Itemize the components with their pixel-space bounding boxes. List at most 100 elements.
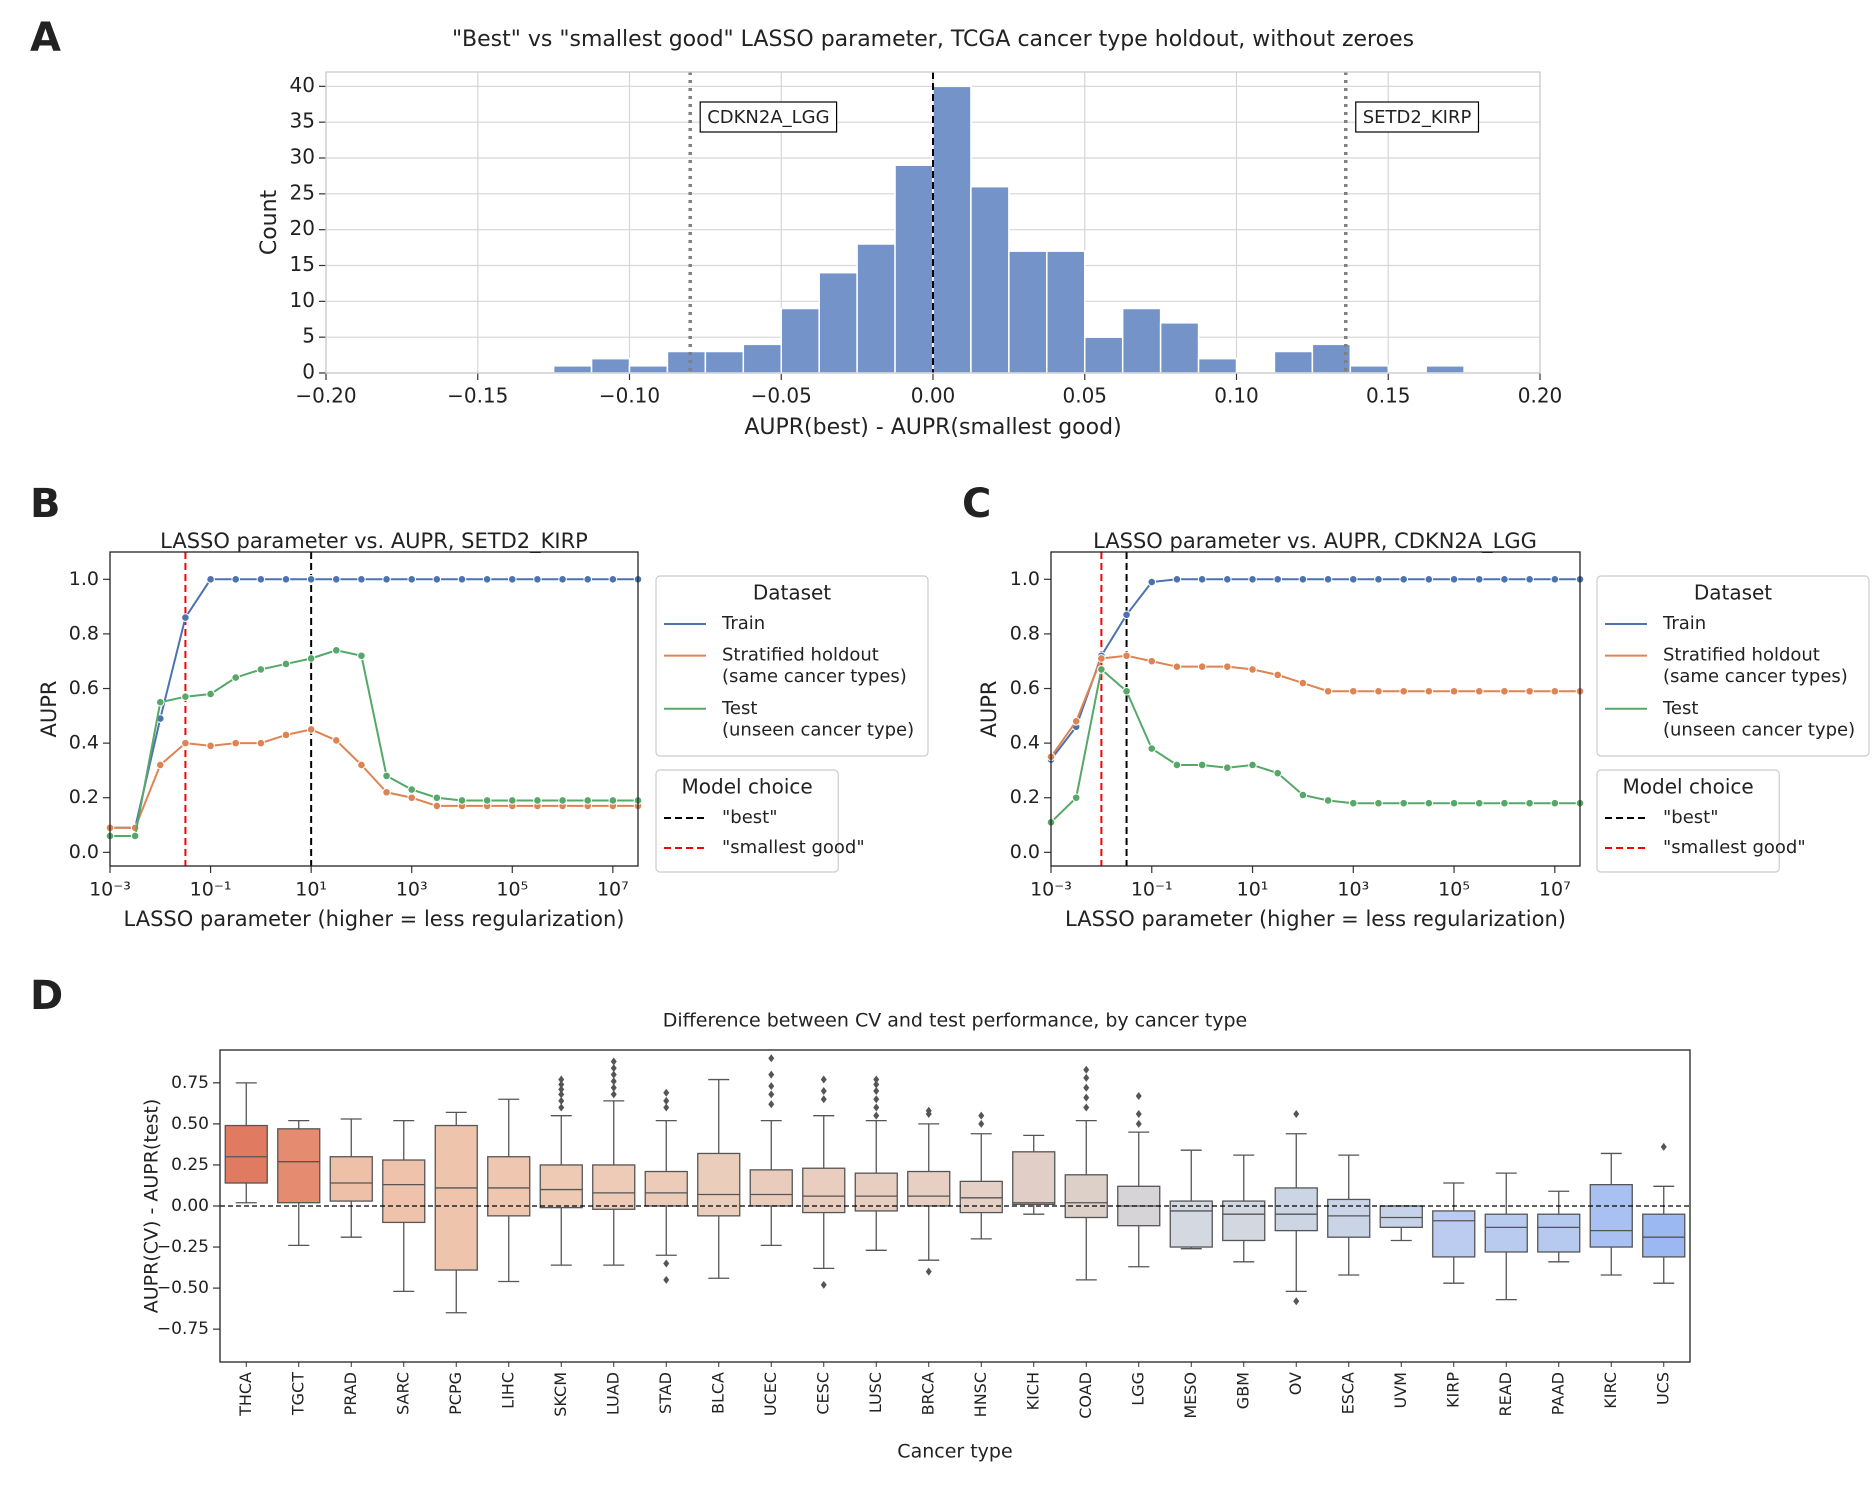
x-tick-label: OV	[1286, 1372, 1305, 1395]
outlier	[558, 1080, 565, 1089]
y-tick-label: 35	[290, 109, 315, 133]
x-tick-label: LUSC	[866, 1372, 885, 1413]
data-point	[206, 689, 215, 699]
data-point	[256, 738, 266, 748]
data-point	[206, 741, 215, 751]
outlier	[558, 1085, 565, 1094]
data-point	[331, 645, 341, 655]
data-point	[231, 738, 241, 748]
legend-box	[1596, 769, 1780, 873]
data-point	[558, 575, 567, 584]
box	[434, 1124, 478, 1271]
legend-title: Dataset	[753, 581, 831, 605]
outlier	[925, 1106, 932, 1115]
x-tick-label: PRAD	[341, 1372, 360, 1415]
chart-title: Difference between CV and test performan…	[663, 1010, 1247, 1032]
legend-label: Stratified holdout (same cancer types)	[722, 645, 907, 688]
outlier	[558, 1090, 565, 1099]
x-tick-label: STAD	[656, 1372, 675, 1414]
data-point	[1500, 686, 1509, 696]
x-tick-label: 0.15	[1366, 384, 1411, 408]
data-point	[583, 796, 593, 805]
box	[1537, 1213, 1581, 1253]
box	[1274, 1187, 1318, 1232]
outlier	[873, 1080, 880, 1089]
y-tick-label: 0.6	[69, 677, 99, 699]
data-point	[533, 575, 542, 584]
outlier	[610, 1064, 617, 1073]
outlier	[610, 1057, 617, 1066]
data-point	[432, 575, 442, 584]
y-tick-label: 20	[290, 216, 315, 240]
series-line	[110, 649, 638, 837]
box	[1484, 1213, 1528, 1253]
panel-label: D	[30, 973, 63, 1019]
box	[1379, 1205, 1423, 1228]
x-tick-label: 0.20	[1518, 384, 1563, 408]
bar	[628, 365, 669, 374]
box	[1169, 1200, 1213, 1248]
data-point	[1298, 678, 1308, 688]
x-tick-label: −0.05	[751, 384, 812, 408]
y-tick-label: 15	[290, 252, 315, 276]
data-point	[1550, 798, 1560, 808]
data-point	[1550, 686, 1560, 696]
legend-title: Model choice	[1623, 775, 1754, 799]
annotation: CDKN2A_LGG	[707, 107, 829, 128]
y-tick-label: 0.6	[1010, 677, 1040, 699]
y-tick-label: 1.0	[69, 568, 99, 590]
box	[1642, 1213, 1686, 1258]
data-point	[1223, 662, 1232, 671]
y-tick-label: 0.8	[69, 622, 99, 644]
series-line	[1050, 578, 1580, 761]
data-point	[206, 575, 215, 584]
data-point	[1348, 686, 1358, 696]
outlier	[873, 1095, 880, 1104]
outlier	[978, 1119, 985, 1128]
data-point	[1273, 670, 1283, 680]
outlier	[610, 1070, 617, 1079]
y-axis-label: AUPR	[37, 681, 61, 738]
data-point	[1298, 790, 1308, 800]
series-line	[110, 578, 638, 829]
outlier	[1083, 1073, 1090, 1082]
x-tick-label: 0.05	[1062, 384, 1107, 408]
x-tick-label: SKCM	[551, 1372, 570, 1417]
series-line	[110, 728, 638, 829]
data-point	[256, 665, 266, 674]
legend-label: "best"	[1663, 807, 1719, 828]
data-point	[1248, 575, 1257, 584]
data-point	[583, 575, 593, 584]
box	[802, 1167, 846, 1214]
bar	[1311, 343, 1352, 374]
box	[1064, 1174, 1108, 1219]
box	[277, 1128, 321, 1204]
data-point	[407, 793, 417, 803]
outlier	[820, 1075, 827, 1084]
data-point	[1197, 662, 1207, 671]
x-tick-label: 10⁵	[496, 879, 528, 901]
data-point	[1525, 798, 1534, 808]
x-tick-label: UCS	[1653, 1372, 1672, 1405]
outlier	[1660, 1142, 1667, 1151]
data-point	[1172, 662, 1182, 671]
box	[1327, 1198, 1371, 1238]
bar	[1121, 307, 1162, 374]
data-point	[1197, 575, 1207, 584]
bar	[1425, 365, 1465, 374]
data-point	[1348, 575, 1358, 584]
x-tick-label: 10⁷	[597, 879, 629, 901]
box	[749, 1169, 793, 1207]
data-point	[1500, 575, 1509, 584]
data-point	[608, 796, 618, 805]
bar	[894, 164, 934, 374]
box	[1012, 1151, 1056, 1206]
y-axis-label: AUPR(CV) - AUPR(test)	[141, 1099, 163, 1313]
data-point	[1550, 575, 1560, 584]
x-tick-label: 10⁻¹	[1131, 879, 1173, 901]
data-point	[407, 575, 417, 584]
x-tick-label: 10³	[1337, 879, 1369, 901]
outlier	[873, 1087, 880, 1096]
x-tick-label: KIRC	[1601, 1372, 1620, 1409]
data-point	[357, 651, 366, 661]
